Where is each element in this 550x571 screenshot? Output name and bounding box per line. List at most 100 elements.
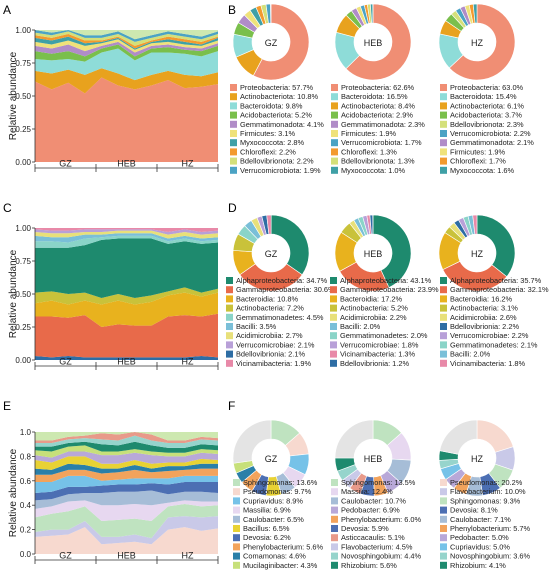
y-axis-label: Relative abundance	[8, 448, 19, 537]
legend-label-rhizobium: Rhizobium: 4.1%	[450, 561, 506, 570]
donut-center-label: HEB	[364, 38, 383, 48]
area-band-devosia	[35, 482, 218, 501]
y-axis-label: Relative abundance	[8, 51, 19, 140]
area-band-gammaproteobacteria	[35, 313, 218, 358]
area-band-gemmatimonadota	[35, 41, 218, 57]
legend-swatch	[331, 488, 338, 496]
legend-swatch	[230, 139, 237, 147]
legend-swatch	[331, 120, 338, 128]
legend-label-myxococcota: Myxococcota: 2.8%	[240, 138, 305, 147]
legend-swatch	[330, 277, 337, 284]
y-tick-label: 1.00	[15, 224, 31, 233]
legend-label-bacillus: Bacillus: 6.5%	[243, 524, 290, 533]
y-tick-label: 0.00	[15, 158, 31, 167]
y-tick-label: 0.2	[20, 526, 32, 535]
legend-label-acidimicrobiia: Acidimicrobiia: 2.7%	[236, 331, 303, 340]
legend-label-novosphingobium: Novosphingobium: 3.6%	[450, 552, 531, 561]
legend-label-actinobacteria: Actinobacteria: 3.1%	[450, 304, 518, 313]
area-band-flavobacterium	[35, 516, 218, 545]
legend-swatch	[440, 488, 447, 496]
group-label-gz: GZ	[59, 159, 72, 169]
donut-slice-myxococcota	[472, 3, 478, 24]
area-band-bdellovibrionota	[35, 31, 218, 46]
area-band-comamonas	[35, 463, 218, 475]
legend-label-alphaproteobacteria: Alphaproteobacteria: 34.7%	[236, 276, 328, 285]
legend-label-bdellovibrionia: Bdellovibrionia: 2.1%	[236, 350, 305, 359]
legend-swatch	[440, 166, 447, 174]
legend-swatch	[440, 479, 447, 486]
legend-swatch	[440, 525, 447, 532]
legend-label-massilia: Massilia: 6.9%	[243, 506, 291, 515]
group-label-gz: GZ	[59, 357, 72, 367]
donut-center-label: HZ	[471, 454, 483, 464]
legend-label-vicinamibacteria: Vicinamibacteria: 1.9%	[236, 359, 311, 368]
legend-label-proteobacteria: Proteobacteria: 63.0%	[450, 83, 524, 92]
legend-label-pseudomonas: Pseudomonas: 9.7%	[243, 487, 312, 496]
legend-swatch	[440, 359, 447, 367]
group-label-heb: HEB	[117, 551, 136, 561]
legend-label-pedobacter: Pedobacter: 5.0%	[450, 533, 509, 542]
legend-label-caulobacter: Caulobacter: 10.7%	[341, 496, 406, 505]
legend-label-myxococcota: Myxococcota: 1.6%	[450, 166, 515, 175]
legend-label-massilia: Massilia: 12.4%	[341, 487, 393, 496]
legend-label-bdellovibrionota: Bdellovibrionota: 2.3%	[450, 120, 524, 129]
legend-label-vicinamibacteria: Vicinamibacteria: 1.3%	[340, 350, 415, 359]
legend-label-bdellovibrionota: Bdellovibrionota: 2.2%	[240, 157, 314, 166]
legend-swatch	[230, 130, 237, 137]
group-label-hz: HZ	[182, 551, 194, 561]
donut-center-label: HZ	[471, 249, 483, 259]
legend-swatch	[230, 157, 237, 165]
legend-swatch	[233, 488, 240, 496]
legend-swatch	[440, 93, 447, 101]
area-band-verrucomicrobiae	[35, 229, 218, 235]
legend-label-actinobacteriota: Actinobacteriota: 6.1%	[450, 101, 524, 110]
donut-slice-alphaproteobacteria	[476, 214, 516, 278]
legend-swatch	[440, 561, 447, 569]
legend-swatch	[440, 350, 447, 358]
panel-letter-f: F	[228, 399, 235, 413]
legend-swatch	[331, 84, 338, 91]
area-band-caulobacter	[35, 490, 218, 509]
legend-label-pedobacter: Pedobacter: 6.9%	[341, 506, 400, 515]
legend-label-asticcacaulis: Asticcacaulis: 5.1%	[341, 533, 405, 542]
legend-label-bacilli: Bacilli: 3.5%	[236, 322, 277, 331]
legend-swatch	[440, 139, 447, 147]
stacked-area-chart-c: 0.00 0.25 0.50 0.75 1.00 Relative abundance GZ…	[8, 224, 219, 370]
area-band-phenylobacterium	[35, 468, 218, 483]
legend-label-phenylobacterium: Phenylobacterium: 5.6%	[243, 542, 324, 551]
donut-center-label: GZ	[265, 249, 278, 259]
y-tick-label: 1.00	[15, 26, 31, 35]
y-tick-label: 0.50	[15, 290, 31, 299]
legend-swatch	[233, 543, 240, 551]
area-band-vicinamibacteria	[35, 228, 218, 232]
legend-swatch	[331, 111, 338, 119]
donut-slice-others	[232, 419, 272, 464]
legend-swatch	[230, 111, 237, 119]
donut-slice-alphaproteobacteria	[372, 214, 412, 288]
legend-label-verrucomicrobiota: Verrucomicrobiota: 1.9%	[240, 166, 321, 175]
legend-swatch	[330, 341, 337, 349]
legend-swatch	[331, 166, 338, 174]
area-band-verrucomicrobiota	[35, 30, 218, 42]
legend-label-sphingomonas: Sphingomonas: 13.5%	[341, 478, 416, 487]
legend-swatch	[233, 552, 240, 560]
panel-letter-d: D	[228, 201, 237, 215]
area-band-rhizobium	[35, 441, 218, 453]
legend-swatch	[440, 497, 447, 505]
legend-swatch	[330, 304, 337, 312]
legend-label-devosia: Devosia: 8.1%	[450, 506, 498, 515]
legend-swatch	[440, 543, 447, 551]
legend-label-firmicutes: Firmicutes: 1.9%	[341, 129, 396, 138]
group-label-gz: GZ	[59, 551, 72, 561]
legend-label-pseudomonas: Pseudomonas: 20.2%	[450, 478, 523, 487]
legend-label-comamonas: Comamonas: 4.6%	[243, 552, 306, 561]
legend-swatch	[331, 552, 338, 560]
area-band-bdellovibrionia	[35, 356, 218, 360]
area-band-alphaproteobacteria	[35, 238, 218, 298]
legend-label-bacteroidia: Bacteroidia: 10.8%	[236, 294, 298, 303]
legend-swatch	[331, 148, 338, 156]
y-tick-label: 0.6	[20, 477, 32, 486]
